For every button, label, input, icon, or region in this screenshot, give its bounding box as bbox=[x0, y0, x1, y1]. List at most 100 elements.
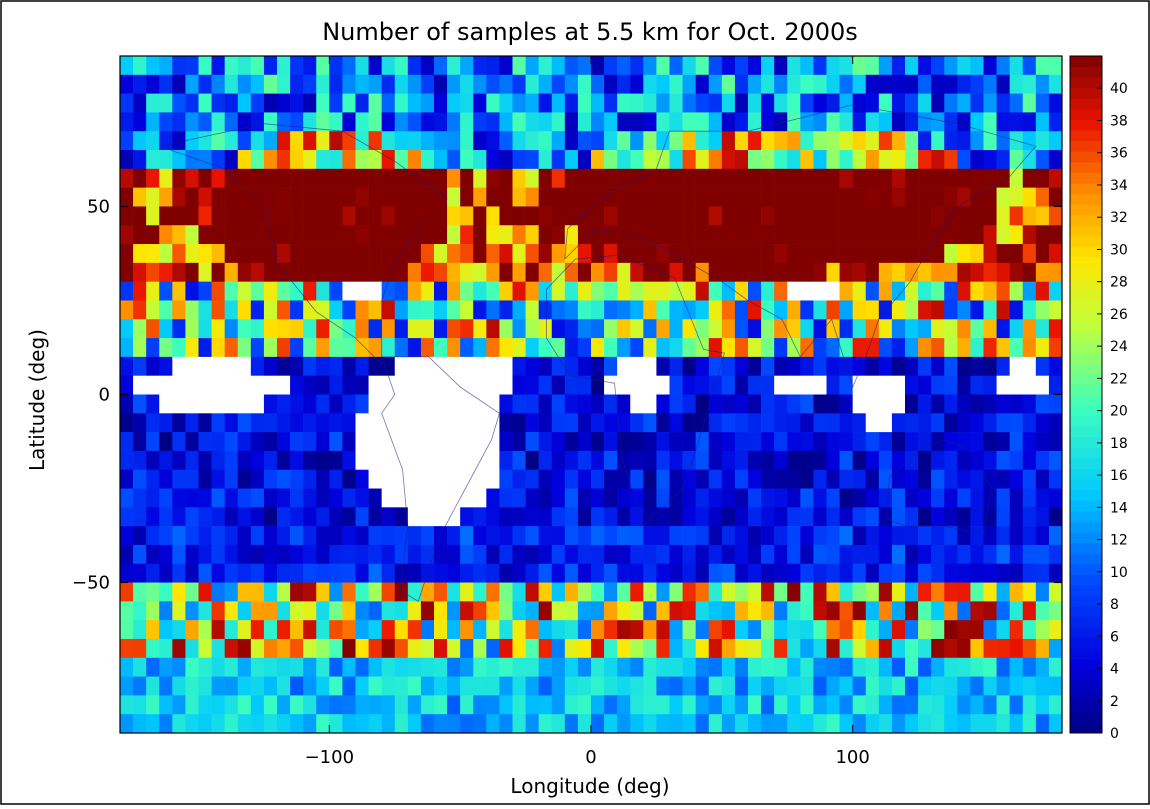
heatmap-cell bbox=[957, 56, 971, 76]
heatmap-cell bbox=[695, 544, 710, 565]
heatmap-cell bbox=[185, 262, 199, 282]
heatmap-cell bbox=[420, 582, 435, 602]
heatmap-cell bbox=[355, 544, 369, 565]
heatmap-cell bbox=[970, 93, 984, 113]
heatmap-cell bbox=[250, 638, 265, 659]
heatmap-cell bbox=[407, 375, 422, 395]
heatmap-cell bbox=[316, 432, 330, 452]
heatmap-cell bbox=[970, 300, 984, 320]
heatmap-cell bbox=[564, 206, 579, 226]
heatmap-cell bbox=[617, 375, 631, 395]
heatmap-cell bbox=[211, 356, 225, 376]
heatmap-cell bbox=[120, 375, 134, 395]
heatmap-cell bbox=[891, 187, 906, 207]
heatmap-cell bbox=[133, 281, 147, 301]
heatmap-cell bbox=[172, 620, 186, 640]
heatmap-cell bbox=[120, 187, 134, 207]
heatmap-cell bbox=[721, 582, 736, 602]
heatmap-cell bbox=[1048, 168, 1063, 188]
heatmap-cell bbox=[447, 131, 461, 151]
heatmap-cell bbox=[460, 168, 474, 188]
heatmap-cell bbox=[630, 319, 644, 339]
heatmap-cell bbox=[787, 432, 801, 452]
heatmap-cell bbox=[996, 714, 1010, 734]
heatmap-cell bbox=[983, 319, 997, 339]
heatmap-cell bbox=[447, 526, 461, 546]
heatmap-cell bbox=[1009, 714, 1024, 734]
heatmap-cell bbox=[905, 488, 919, 508]
colorbar-tick-label: 30 bbox=[1110, 242, 1128, 258]
heatmap-cell bbox=[1048, 432, 1063, 452]
heatmap-cell bbox=[355, 225, 369, 245]
heatmap-cell bbox=[669, 131, 683, 151]
heatmap-cell bbox=[996, 93, 1010, 113]
heatmap-cell bbox=[1022, 657, 1037, 677]
colorbar-swatch bbox=[1070, 489, 1102, 501]
heatmap-cell bbox=[473, 601, 487, 621]
heatmap-cell bbox=[918, 281, 932, 301]
heatmap-cell bbox=[865, 112, 880, 132]
heatmap-cell bbox=[394, 112, 409, 132]
heatmap-cell bbox=[1009, 450, 1024, 471]
colorbar-swatch bbox=[1070, 320, 1102, 332]
heatmap-cell bbox=[734, 281, 749, 301]
heatmap-cell bbox=[761, 187, 775, 207]
heatmap-cell bbox=[774, 394, 788, 414]
heatmap-cell bbox=[290, 582, 304, 602]
heatmap-cell bbox=[407, 112, 422, 132]
heatmap-cell bbox=[473, 168, 487, 188]
heatmap-cell bbox=[708, 507, 723, 527]
heatmap-cell bbox=[970, 582, 984, 602]
heatmap-cell bbox=[499, 56, 513, 76]
heatmap-cell bbox=[1009, 507, 1024, 527]
heatmap-cell bbox=[447, 638, 461, 659]
heatmap-cell bbox=[133, 262, 147, 282]
heatmap-cell bbox=[460, 112, 474, 132]
heatmap-cell bbox=[721, 544, 736, 565]
heatmap-cell bbox=[643, 469, 657, 489]
heatmap-cell bbox=[198, 469, 212, 489]
heatmap-cell bbox=[342, 676, 356, 696]
heatmap-cell bbox=[368, 563, 382, 583]
heatmap-cell bbox=[577, 507, 592, 527]
heatmap-cell bbox=[198, 206, 212, 226]
heatmap-cell bbox=[224, 187, 239, 207]
heatmap-cell bbox=[826, 695, 840, 715]
heatmap-cell bbox=[957, 74, 971, 94]
heatmap-cell bbox=[250, 657, 265, 677]
heatmap-cell bbox=[656, 450, 670, 471]
heatmap-cell bbox=[198, 187, 212, 207]
heatmap-cell bbox=[905, 714, 919, 734]
heatmap-cell bbox=[748, 714, 762, 734]
heatmap-cell bbox=[591, 225, 605, 245]
heatmap-cell bbox=[734, 582, 749, 602]
heatmap-cell bbox=[695, 319, 710, 339]
heatmap-cell bbox=[787, 168, 801, 188]
heatmap-cell bbox=[891, 206, 906, 226]
heatmap-cell bbox=[407, 413, 422, 433]
heatmap-cell bbox=[839, 168, 853, 188]
heatmap-cell bbox=[577, 375, 592, 395]
heatmap-cell bbox=[342, 74, 356, 94]
heatmap-cell bbox=[224, 676, 239, 696]
heatmap-cell bbox=[577, 695, 592, 715]
heatmap-cell bbox=[486, 168, 500, 188]
heatmap-cell bbox=[944, 413, 958, 433]
heatmap-cell bbox=[708, 74, 723, 94]
heatmap-cell bbox=[420, 375, 435, 395]
heatmap-cell bbox=[839, 300, 853, 320]
heatmap-cell bbox=[538, 56, 553, 76]
heatmap-cell bbox=[237, 168, 252, 188]
heatmap-cell bbox=[394, 620, 409, 640]
heatmap-cell bbox=[734, 74, 749, 94]
heatmap-cell bbox=[525, 93, 539, 113]
heatmap-cell bbox=[237, 676, 252, 696]
heatmap-cell bbox=[1022, 56, 1037, 76]
heatmap-cell bbox=[420, 544, 435, 565]
heatmap-cell bbox=[905, 187, 919, 207]
colorbar-swatch bbox=[1070, 288, 1102, 300]
heatmap-cell bbox=[460, 356, 474, 376]
heatmap-cell bbox=[878, 244, 893, 264]
heatmap-cell bbox=[538, 507, 553, 527]
heatmap-cell bbox=[970, 281, 984, 301]
